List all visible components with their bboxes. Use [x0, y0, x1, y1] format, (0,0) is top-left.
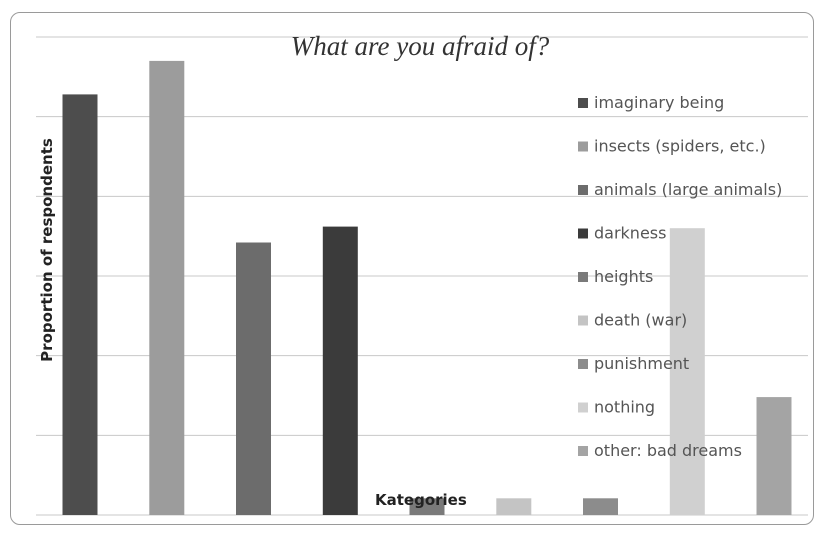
chart-title: What are you afraid of?	[291, 31, 550, 61]
y-axis-label: Proportion of respondents	[38, 138, 56, 362]
legend-label: nothing	[594, 398, 655, 417]
bar	[236, 242, 271, 515]
legend-label: darkness	[594, 224, 666, 243]
legend-swatch	[578, 141, 588, 152]
legend-swatch	[578, 272, 588, 282]
legend: imaginary being insects (spiders, etc.) an…	[578, 93, 782, 460]
legend-label: animals (large animals)	[594, 180, 782, 199]
bar	[583, 498, 618, 515]
bar	[149, 60, 185, 516]
bar	[409, 498, 445, 515]
legend-swatch	[578, 98, 588, 108]
bar	[756, 397, 792, 515]
legend-label: insects (spiders, etc.)	[594, 137, 766, 156]
legend-label: imaginary being	[594, 93, 724, 112]
legend-swatch	[578, 315, 588, 326]
x-axis-label: Kategories	[375, 491, 467, 509]
bar	[669, 228, 705, 515]
bar	[496, 498, 532, 515]
legend-swatch	[578, 402, 588, 413]
bar	[322, 226, 358, 515]
legend-label: heights	[594, 267, 653, 286]
legend-swatch	[578, 185, 588, 195]
legend-label: death (war)	[594, 311, 687, 330]
bar	[62, 94, 98, 516]
legend-swatch	[578, 228, 588, 239]
legend-label: other: bad dreams	[594, 441, 742, 460]
legend-label: punishment	[594, 354, 689, 373]
legend-swatch	[578, 446, 588, 456]
legend-swatch	[578, 359, 588, 369]
bar-layer	[62, 60, 792, 516]
